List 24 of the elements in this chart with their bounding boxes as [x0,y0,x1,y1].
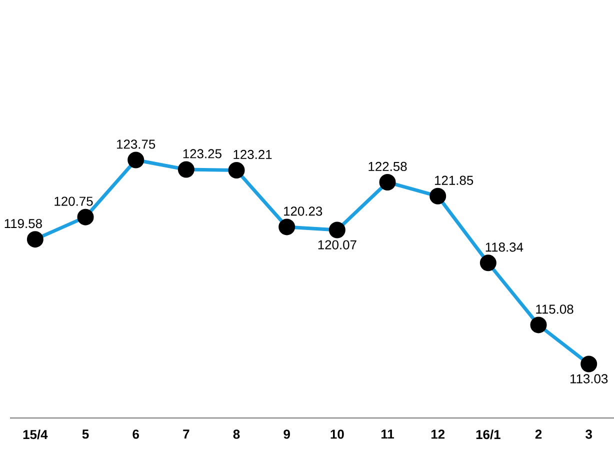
x-tick-label: 6 [132,430,139,439]
x-tick-label: 8 [233,430,240,439]
data-label: 121.85 [435,176,474,185]
data-label: 118.34 [486,242,524,252]
data-label: 119.58 [4,218,42,228]
data-label: 123.75 [117,140,156,149]
x-tick-label: 2 [535,430,542,439]
x-tick-label: 16/1 [476,430,500,440]
x-tick-label: 12 [431,430,445,439]
x-tick-label: 10 [330,430,344,439]
data-label: 115.08 [536,304,574,314]
x-tick-label: 3 [586,430,592,439]
data-label: 122.58 [368,162,407,172]
x-tick-label: 15/4 [23,430,48,440]
data-label: 120.07 [318,240,356,250]
data-label: 123.21 [234,150,272,160]
x-tick-label: 5 [82,430,89,439]
x-tick-label: 9 [284,430,290,439]
data-label: 120.75 [54,196,93,206]
data-label: 123.25 [183,149,222,158]
data-label: 113.03 [570,374,608,384]
x-tick-label: 11 [381,430,394,439]
x-tick-label: 7 [183,430,190,439]
data-label: 120.23 [284,206,322,216]
